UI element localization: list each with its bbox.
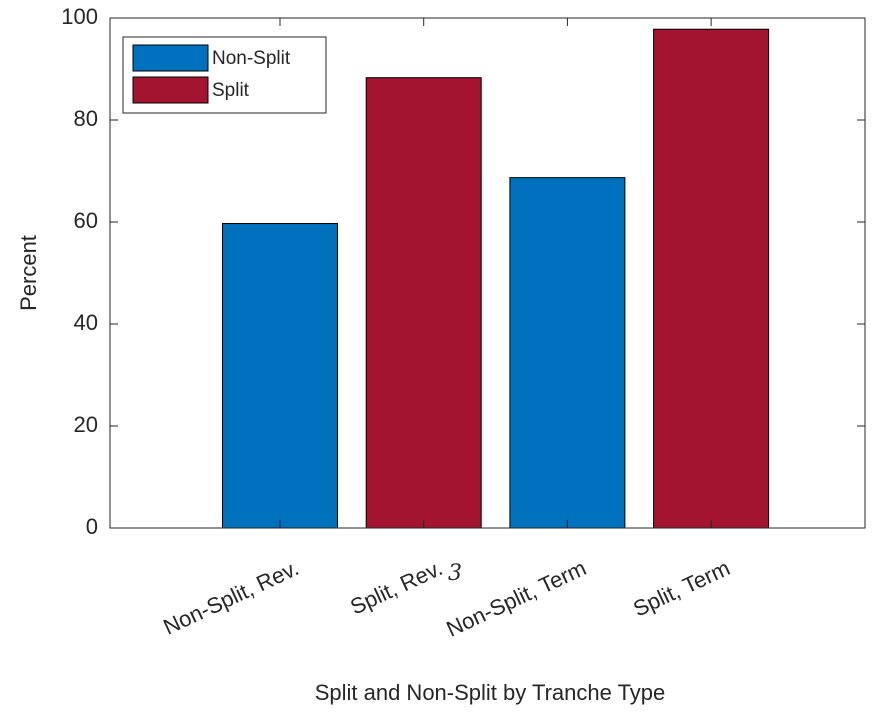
axes-box — [109, 17, 866, 529]
y-tick-label: 100 — [61, 4, 98, 29]
annotation: 3 — [448, 561, 462, 586]
y-tick-label: 20 — [74, 412, 98, 437]
bar — [365, 77, 482, 529]
bar — [509, 177, 626, 529]
y-tick-label: 80 — [74, 106, 98, 131]
bar — [653, 28, 770, 529]
y-axis-label: Percent — [16, 235, 41, 311]
legend-swatch — [132, 44, 209, 72]
legend-label: Split — [212, 80, 250, 101]
bar — [222, 223, 338, 529]
y-tick-label: 0 — [86, 514, 98, 539]
y-tick-label: 40 — [74, 310, 98, 335]
x-axis-label: Split and Non-Split by Tranche Type — [315, 680, 666, 705]
y-tick-label: 60 — [74, 208, 98, 233]
legend-swatch — [132, 76, 209, 104]
legend-label: Non-Split — [212, 48, 291, 69]
